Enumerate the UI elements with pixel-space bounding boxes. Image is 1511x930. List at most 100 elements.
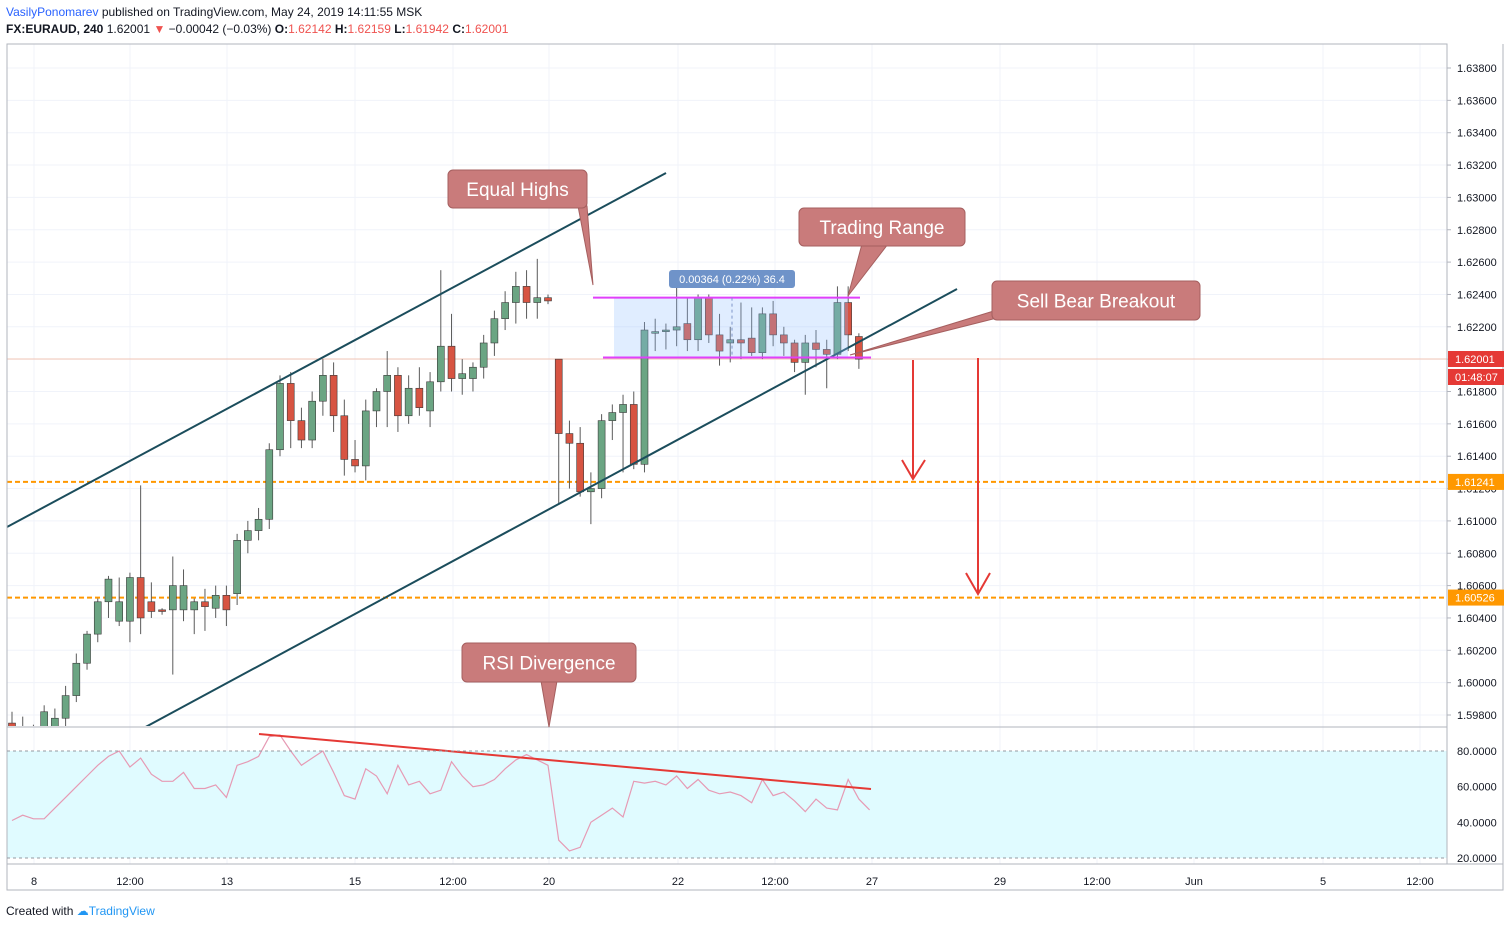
bull-candle-body xyxy=(662,329,670,332)
bull-candle-body xyxy=(83,633,91,664)
range-measure-label: 0.00364 (0.22%) 36.4 xyxy=(679,274,785,286)
candle xyxy=(190,598,199,635)
bear-candle-body xyxy=(790,342,799,363)
candle xyxy=(201,588,209,631)
countdown-label: 01:48:07 xyxy=(1455,372,1498,384)
footer: Created with ☁TradingView xyxy=(6,904,155,918)
bull-candle-body xyxy=(72,662,81,696)
candle xyxy=(683,297,692,352)
price-tick-label: 1.61400 xyxy=(1457,451,1497,463)
symbol-info: FX:EURAUD, 240 1.62001 ▼ −0.00042 (−0.03… xyxy=(6,22,508,36)
candle xyxy=(297,407,306,449)
level-tag xyxy=(1448,473,1504,490)
price-tick-label: 1.62600 xyxy=(1457,257,1497,269)
bear-candle-body xyxy=(222,595,231,611)
bull-candle-body xyxy=(512,286,520,303)
bear-candle-body xyxy=(447,345,456,379)
candle xyxy=(855,333,863,369)
time-tick-label: 8 xyxy=(31,876,37,888)
level-tag-label: 1.60526 xyxy=(1455,593,1495,605)
price-tick-label: 1.60800 xyxy=(1457,548,1497,560)
candle xyxy=(383,351,392,428)
trading-range-callout-pointer xyxy=(847,243,890,297)
last-price: 1.62001 xyxy=(106,22,151,36)
candle xyxy=(554,358,563,505)
bear-candle-body xyxy=(136,577,145,619)
channel-lower-line xyxy=(145,288,958,726)
candle xyxy=(608,404,617,441)
price-tick-label: 1.62200 xyxy=(1457,322,1497,334)
candle xyxy=(136,485,145,635)
candle xyxy=(576,427,584,497)
candle xyxy=(30,724,37,739)
bear-candle-body xyxy=(737,339,745,344)
bull-candle-body xyxy=(726,339,735,344)
rsi-tick-label: 20.0000 xyxy=(1457,853,1497,865)
candle xyxy=(501,291,509,331)
bull-candle-body xyxy=(372,391,381,412)
candle xyxy=(597,414,606,499)
created-with: Created with xyxy=(6,904,74,918)
candle xyxy=(329,362,338,432)
bull-candle-body xyxy=(426,381,434,412)
equal-highs-callout-text: Equal Highs xyxy=(466,180,568,201)
bear-candle-body xyxy=(522,286,531,303)
bull-candle-body xyxy=(383,375,392,392)
price-axis: 1.63800 1.63600 1.63400 1.63200 1.63000 1.628… xyxy=(1447,63,1504,865)
candle xyxy=(22,716,24,726)
bull-candle-body xyxy=(672,326,681,331)
tradingview-link[interactable]: TradingView xyxy=(88,904,155,918)
candle xyxy=(415,367,424,416)
horizontal-levels xyxy=(7,358,1447,599)
candle xyxy=(104,575,113,618)
price-change: −0.00042 (−0.03%) xyxy=(168,22,272,36)
bear-candle-body xyxy=(822,349,831,355)
bull-candle-body xyxy=(758,313,767,353)
equal-highs-callout-box xyxy=(447,169,588,209)
price-tick-label: 1.63400 xyxy=(1457,128,1497,140)
last-price-label: 1.62001 xyxy=(1455,354,1495,366)
bull-candle-body xyxy=(190,601,199,611)
candle xyxy=(726,326,735,363)
bear-candle-body xyxy=(747,337,756,353)
candle xyxy=(286,372,295,449)
bear-candle-body xyxy=(147,601,156,612)
bull-candle-body xyxy=(404,387,413,417)
bear-candle-body xyxy=(554,358,563,434)
rsi-divergence-line xyxy=(258,733,872,790)
drawings: 0.00364 (0.22%) 36.4 xyxy=(7,172,991,726)
time-tick-label: 12:00 xyxy=(116,876,144,888)
bull-candle-body xyxy=(533,297,542,303)
candle xyxy=(126,572,134,643)
candle xyxy=(758,307,767,360)
rsi-tick-label: 80.0000 xyxy=(1457,746,1497,758)
down-triangle-icon: ▼ xyxy=(153,22,166,36)
candle xyxy=(93,598,102,643)
price-tick-label: 1.61000 xyxy=(1457,516,1497,528)
bull-candle-body xyxy=(40,711,48,726)
candle xyxy=(404,375,413,424)
candle xyxy=(469,362,477,392)
candle xyxy=(737,302,745,360)
candle xyxy=(587,472,595,525)
tradingview-logo-icon: ☁ xyxy=(76,904,89,918)
last-price-tag xyxy=(1448,350,1504,367)
bull-candle-body xyxy=(30,731,37,739)
price-tick-label: 1.61800 xyxy=(1457,387,1497,399)
bull-candle-body xyxy=(587,488,595,493)
bear-candle-body xyxy=(340,415,349,460)
bull-candle-body xyxy=(308,400,316,441)
time-tick-label: 12:00 xyxy=(1083,876,1111,888)
candle xyxy=(72,653,81,703)
candle xyxy=(436,270,445,392)
rsi-line xyxy=(11,734,871,852)
candle xyxy=(308,391,316,449)
bull-candle-body xyxy=(651,331,660,334)
bull-candle-body xyxy=(254,518,263,531)
bear-candle-body xyxy=(158,609,166,612)
author-link[interactable]: VasilyPonomarev xyxy=(6,5,99,19)
bull-candle-body xyxy=(115,601,123,622)
price-tick-label: 1.63000 xyxy=(1457,192,1497,204)
candle xyxy=(8,711,16,726)
